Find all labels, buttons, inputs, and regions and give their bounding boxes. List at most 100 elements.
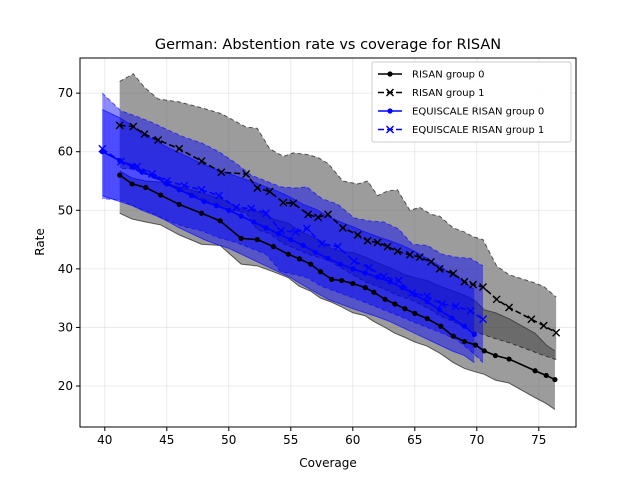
data-point (263, 225, 269, 231)
x-tick-label: 70 (469, 433, 484, 447)
data-point (337, 261, 343, 267)
data-point (201, 198, 207, 205)
data-point (461, 338, 467, 345)
data-point (175, 144, 184, 153)
data-point (333, 242, 342, 251)
data-point (438, 323, 444, 329)
data-point (424, 299, 430, 305)
data-point (276, 226, 285, 235)
data-point (350, 257, 359, 266)
data-point (387, 279, 393, 285)
y-tick-label: 60 (58, 145, 73, 159)
data-point (162, 177, 171, 185)
data-point (317, 269, 324, 275)
data-point (139, 169, 145, 175)
band-lower-edge-2 (102, 195, 475, 363)
data-point (394, 276, 403, 285)
data-point (217, 218, 223, 224)
data-point (399, 285, 405, 291)
data-point (338, 223, 347, 232)
data-point (375, 274, 381, 280)
data-point (371, 289, 377, 295)
data-point (451, 302, 460, 311)
data-point (254, 236, 260, 243)
data-point (302, 224, 311, 233)
chart-title: German: Abstention rate vs coverage for … (155, 37, 501, 53)
x-tick-label: 40 (97, 433, 112, 447)
band-1 (119, 73, 557, 360)
legend: RISAN group 0 RISAN group 1 EQUISCALE RISA… (371, 61, 572, 143)
x-tick-label: 50 (221, 433, 236, 447)
series-line-1 (119, 124, 557, 334)
data-point (129, 122, 138, 131)
data-point (238, 235, 244, 241)
data-point (296, 256, 303, 262)
data-point (552, 376, 558, 383)
series-line-3 (101, 148, 484, 320)
data-point (373, 238, 382, 247)
data-point (232, 203, 241, 212)
data-point (450, 333, 456, 339)
data-point (460, 277, 469, 286)
data-point (133, 162, 142, 171)
data-point (383, 242, 392, 251)
legend-entry: RISAN group 0 (378, 70, 485, 81)
data-point (362, 285, 368, 291)
data-point (238, 213, 244, 219)
y-tick-label: 50 (58, 203, 73, 217)
data-point (116, 157, 125, 166)
data-point (402, 306, 408, 312)
data-point (291, 227, 300, 236)
data-point (226, 207, 232, 213)
data-point (270, 244, 277, 250)
data-point (426, 257, 435, 266)
confidence-bands (101, 73, 557, 410)
data-point (117, 172, 123, 178)
data-point (339, 277, 345, 284)
data-point (527, 315, 536, 324)
data-point (213, 203, 219, 209)
data-point (288, 236, 294, 243)
data-point (158, 192, 164, 198)
data-point (197, 157, 206, 166)
data-point (154, 136, 163, 144)
data-point (180, 181, 189, 190)
data-point (143, 184, 149, 191)
y-tick-label: 20 (58, 379, 73, 393)
data-point (214, 191, 223, 200)
data-point (363, 236, 372, 245)
data-point (423, 292, 432, 301)
y-tick-label: 70 (58, 86, 73, 100)
series-line-0 (119, 174, 556, 381)
band-lower-edge-0 (119, 212, 556, 410)
band-0 (119, 171, 555, 410)
data-point (265, 187, 274, 196)
legend-marker (387, 71, 393, 77)
data-point (435, 264, 444, 273)
data-point (364, 263, 373, 272)
band-upper-edge-3 (101, 92, 484, 267)
data-point (505, 303, 514, 312)
series-markers (98, 121, 561, 383)
data-point (552, 328, 561, 337)
data-point (325, 255, 331, 261)
data-point (481, 348, 487, 354)
data-point (98, 144, 107, 153)
y-axis-ticks: 20 30 40 50 60 70 (58, 86, 80, 393)
data-point (253, 184, 262, 193)
data-point (147, 169, 156, 178)
legend-entry: RISAN group 1 (378, 88, 485, 99)
data-point (279, 198, 288, 207)
data-point (350, 266, 356, 272)
data-point (424, 316, 430, 322)
data-point (251, 219, 257, 225)
data-point (129, 181, 135, 187)
data-point (461, 323, 467, 329)
data-point (415, 253, 424, 262)
data-point (405, 250, 414, 259)
y-axis-label: Rate (33, 228, 47, 256)
data-point (362, 270, 368, 276)
data-point (492, 295, 501, 304)
data-point (324, 210, 332, 219)
